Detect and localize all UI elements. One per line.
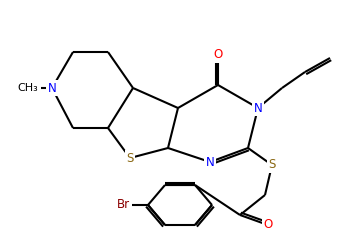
Text: O: O — [263, 218, 273, 232]
Text: S: S — [126, 151, 134, 164]
Text: N: N — [206, 156, 214, 168]
Text: Br: Br — [117, 198, 130, 211]
Text: N: N — [254, 102, 263, 114]
Text: CH₃: CH₃ — [18, 83, 38, 93]
Text: N: N — [48, 82, 57, 95]
Text: S: S — [268, 158, 276, 172]
Text: CH₃: CH₃ — [17, 82, 39, 95]
Text: O: O — [213, 48, 223, 61]
